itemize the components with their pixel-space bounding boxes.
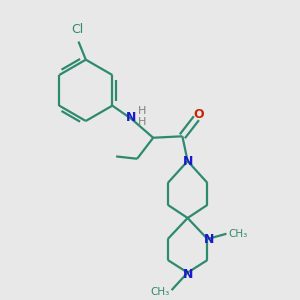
Text: H: H <box>138 117 147 127</box>
Text: N: N <box>182 154 193 168</box>
Text: N: N <box>126 111 136 124</box>
Text: CH₃: CH₃ <box>228 229 247 239</box>
Text: CH₃: CH₃ <box>151 286 170 297</box>
Text: O: O <box>194 108 204 121</box>
Text: N: N <box>204 232 214 245</box>
Text: H: H <box>138 106 147 116</box>
Text: N: N <box>182 268 193 281</box>
Text: Cl: Cl <box>71 23 83 36</box>
